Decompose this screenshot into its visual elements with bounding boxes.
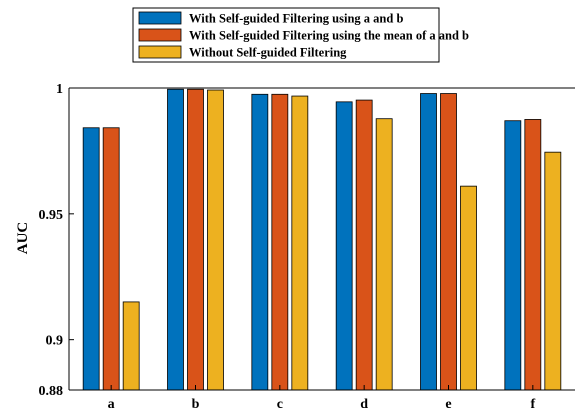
legend-label-2: With Self-guided Filtering using the mea…: [189, 29, 469, 43]
bars: [82, 88, 562, 391]
bar-d-series-2: [355, 99, 373, 391]
y-tick-label: 0.88: [39, 384, 64, 399]
bar-c-series-3: [291, 95, 309, 391]
x-tick-label-c: c: [277, 397, 283, 412]
bar-c-series-1: [251, 93, 269, 391]
x-tick-label-f: f: [530, 397, 535, 412]
bar-f-series-2: [524, 119, 542, 391]
legend-swatch-1: [138, 11, 182, 25]
bar-a-series-3: [122, 301, 140, 391]
bar-e-series-2: [440, 93, 457, 391]
bar-f-series-1: [504, 120, 522, 391]
bar-e-series-3: [460, 185, 477, 391]
bar-f-series-3: [544, 151, 562, 391]
bar-a-series-2: [102, 127, 120, 391]
x-tick-label-d: d: [360, 397, 368, 412]
bar-b-series-1: [167, 88, 184, 391]
legend-swatch-3: [138, 45, 182, 59]
x-tick-label-e: e: [445, 397, 451, 412]
bar-e-series-1: [420, 93, 437, 391]
y-tick-label: 1: [56, 82, 63, 97]
bar-c-series-2: [271, 93, 289, 391]
x-tick-label-b: b: [192, 397, 200, 412]
bar-b-series-2: [187, 88, 204, 391]
axes: 0.88 0.9 0.95 1 a b c d e f: [39, 82, 575, 412]
legend-swatch-2: [138, 28, 182, 42]
legend-label-3: Without Self-guided Filtering: [189, 46, 347, 60]
legend-label-1: With Self-guided Filtering using a and b: [189, 12, 403, 26]
bar-d-series-1: [335, 101, 353, 391]
x-tick-label-a: a: [108, 397, 115, 412]
bar-a-series-1: [82, 127, 100, 391]
y-axis-title: AUC: [15, 222, 31, 255]
legend: With Self-guided Filtering using a and b…: [132, 7, 469, 63]
y-tick-label: 0.95: [39, 208, 64, 223]
bar-b-series-3: [207, 89, 224, 391]
y-tick-label: 0.9: [46, 334, 64, 349]
legend-box: [132, 7, 440, 63]
bar-d-series-3: [375, 118, 393, 391]
